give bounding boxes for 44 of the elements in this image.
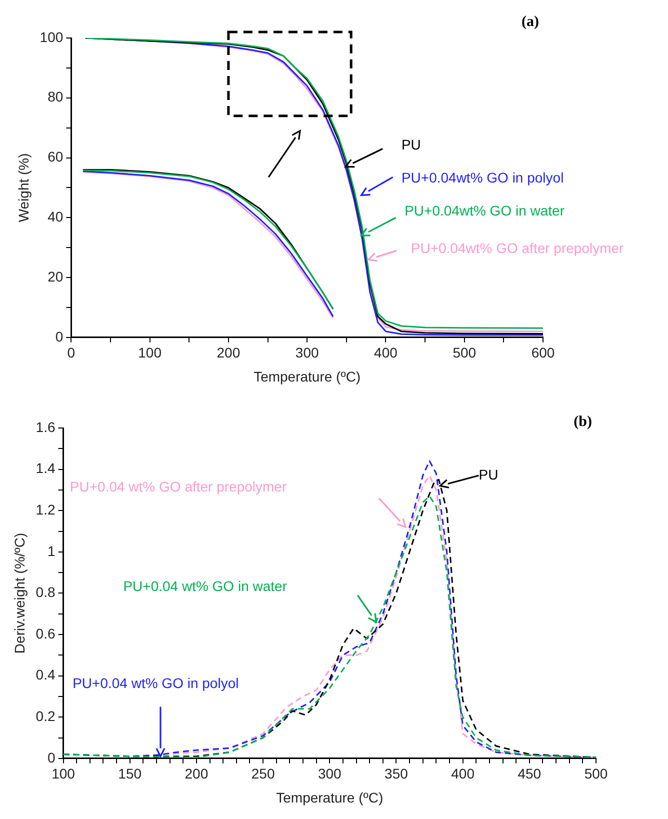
chart-title: (a) <box>522 14 539 31</box>
x-tick-label: 500 <box>584 766 608 782</box>
y-axis-title: Weight (%) <box>15 153 32 222</box>
y-tick-label: 60 <box>48 148 64 165</box>
y-tick-label: 20 <box>48 268 64 284</box>
y-tick-label: 0.6 <box>36 625 56 642</box>
x-tick-label: 250 <box>251 766 275 782</box>
x-tick-label: 200 <box>184 766 208 782</box>
legend-label: PU+0.04wt% GO in polyol <box>401 170 564 186</box>
chart-title: (b) <box>574 414 592 431</box>
text: PU+0.04wt% GO in water <box>404 202 565 219</box>
x-axis-title: Temperature (ºC) <box>254 368 361 384</box>
x-axis-title: Temperature (ºC) <box>276 789 384 806</box>
x-tick-label: 0 <box>67 344 76 361</box>
text: PU+0.04 wt% GO in water <box>123 578 288 594</box>
x-tick-label: 600 <box>531 344 555 361</box>
x-tick-label: 300 <box>318 766 342 782</box>
text: PU+0.04 wt% GO after prepolymer <box>70 478 287 495</box>
x-tick-label: 400 <box>451 766 475 782</box>
y-axis-title: Deriv.weight (%/ºC) <box>11 532 28 654</box>
x-tick-label: 350 <box>384 766 408 782</box>
legend-label: PU+0.04wt% GO after prepolymer <box>410 240 624 256</box>
y-tick-label: 40 <box>48 208 64 224</box>
y-tick-label: 1 <box>47 542 56 559</box>
x-tick-label: 300 <box>295 344 319 361</box>
legend-label: PU <box>478 466 498 482</box>
y-tick-label: 1.6 <box>36 418 56 435</box>
y-tick-label: 80 <box>48 88 64 105</box>
x-tick-label: 200 <box>216 344 240 361</box>
text: PU+0.04 wt% GO in polyol <box>72 674 239 691</box>
y-tick-label: 0 <box>47 749 56 766</box>
text: PU <box>401 136 421 153</box>
y-tick-label: 0.2 <box>36 708 56 724</box>
y-tick-label: 0.8 <box>36 584 56 600</box>
y-tick-label: 100 <box>40 28 64 45</box>
x-tick-label: 100 <box>138 344 162 361</box>
y-tick-label: 1.2 <box>36 501 56 518</box>
y-tick-label: 0 <box>55 328 64 344</box>
x-tick-label: 450 <box>518 766 542 782</box>
y-tick-label: 0.4 <box>36 666 56 683</box>
x-tick-label: 500 <box>452 344 476 361</box>
x-tick-label: 400 <box>374 344 398 361</box>
y-tick-label: 1.4 <box>36 460 56 476</box>
x-tick-label: 150 <box>118 766 142 782</box>
